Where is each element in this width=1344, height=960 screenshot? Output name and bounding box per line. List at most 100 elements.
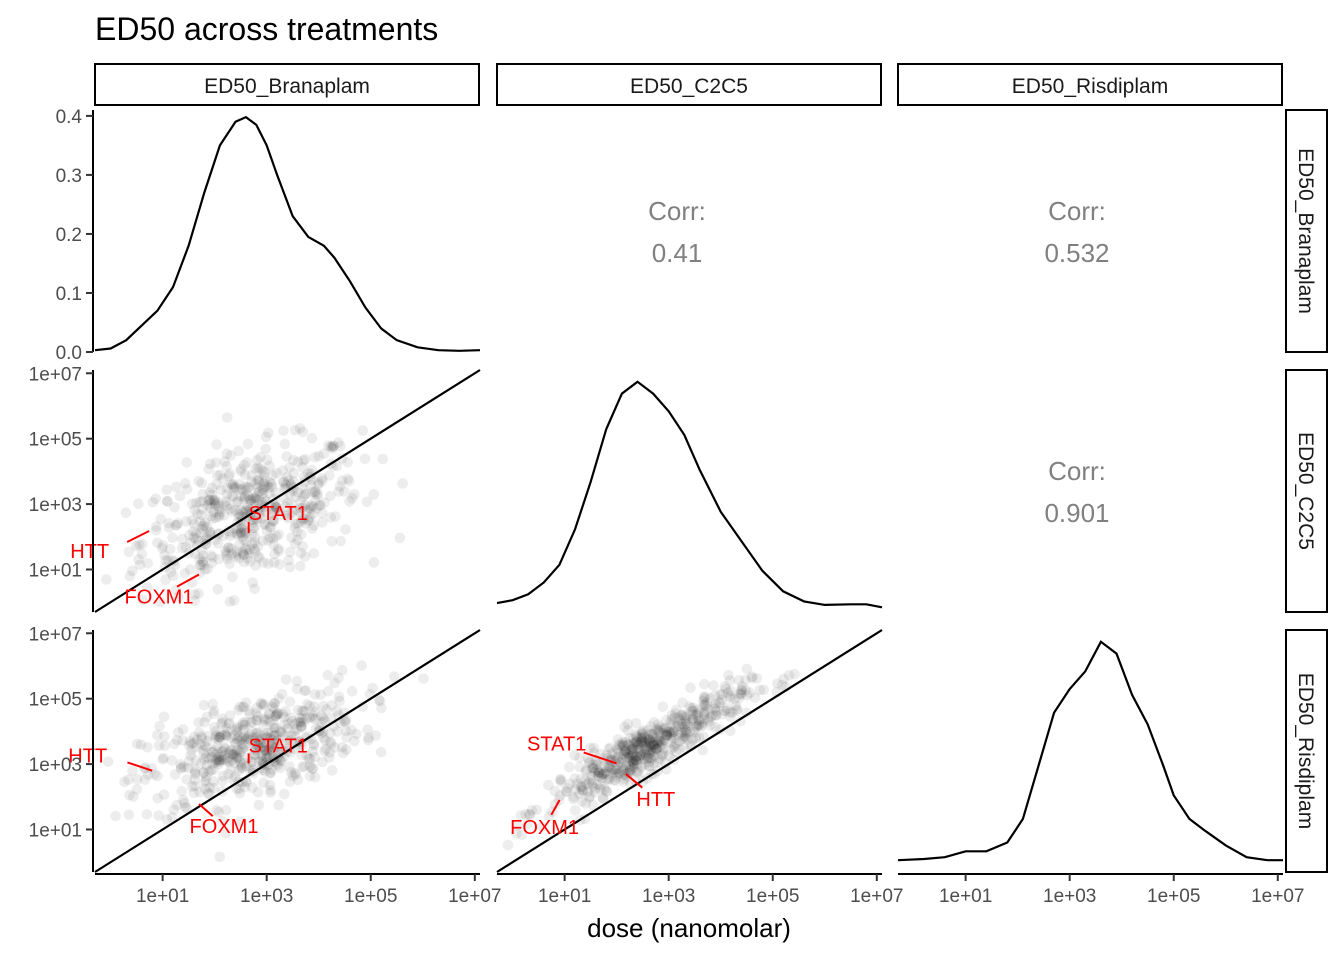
data-point xyxy=(690,732,701,744)
data-point xyxy=(657,701,669,713)
y-tick-label: 0.0 xyxy=(56,343,82,364)
data-point xyxy=(668,726,679,738)
data-point xyxy=(189,504,200,516)
data-point xyxy=(729,693,740,705)
row-strip-3: ED50_Risdiplam xyxy=(1285,629,1328,873)
data-point xyxy=(311,489,323,501)
data-point xyxy=(232,721,243,733)
data-point xyxy=(318,700,329,712)
data-point xyxy=(284,508,296,520)
data-point xyxy=(285,766,297,778)
data-point xyxy=(283,554,294,566)
gene-label: STAT1 xyxy=(249,735,308,757)
data-point xyxy=(262,727,274,739)
data-point xyxy=(208,705,220,717)
data-point xyxy=(158,711,170,723)
data-point xyxy=(331,705,343,717)
data-point xyxy=(207,746,219,758)
data-point xyxy=(584,756,595,767)
data-point xyxy=(200,751,212,763)
data-point xyxy=(660,722,672,734)
data-point xyxy=(611,771,622,783)
data-point xyxy=(593,770,604,782)
data-point xyxy=(502,839,514,851)
data-point xyxy=(288,454,299,466)
data-point xyxy=(324,470,335,481)
data-point xyxy=(178,761,190,773)
data-point xyxy=(188,787,200,799)
data-point xyxy=(337,664,348,676)
data-point xyxy=(223,525,234,537)
data-point xyxy=(268,722,280,734)
data-point xyxy=(264,779,276,791)
data-point xyxy=(290,504,302,516)
data-point xyxy=(296,722,307,733)
data-point xyxy=(198,520,210,531)
data-point xyxy=(240,543,251,554)
data-point xyxy=(725,711,736,723)
data-point xyxy=(264,522,276,533)
data-point xyxy=(637,729,648,740)
data-point xyxy=(286,532,297,543)
data-point xyxy=(302,699,313,710)
data-point xyxy=(524,808,535,820)
data-point xyxy=(299,551,311,562)
data-point xyxy=(203,495,215,507)
data-point xyxy=(618,776,629,787)
data-point xyxy=(231,744,243,756)
data-point xyxy=(272,708,284,720)
data-point xyxy=(220,805,232,816)
data-point xyxy=(297,462,308,473)
data-point xyxy=(269,548,280,560)
data-point xyxy=(244,544,256,555)
data-point xyxy=(616,765,628,777)
data-point xyxy=(297,761,308,772)
data-point xyxy=(632,739,644,751)
data-point xyxy=(195,758,207,769)
data-point xyxy=(632,739,644,751)
data-point xyxy=(650,743,662,755)
data-point xyxy=(295,502,306,514)
data-point xyxy=(588,762,599,774)
data-point xyxy=(204,526,216,538)
data-point xyxy=(262,714,274,725)
data-point xyxy=(257,741,269,753)
data-point xyxy=(337,742,348,753)
data-point xyxy=(307,746,319,757)
data-point xyxy=(735,689,747,700)
data-point xyxy=(328,441,339,452)
data-point xyxy=(630,754,642,766)
data-point xyxy=(613,739,625,750)
data-point xyxy=(622,748,633,760)
data-point xyxy=(618,769,630,781)
x-tick-label: 1e+03 xyxy=(1043,886,1096,907)
data-point xyxy=(208,722,220,733)
data-point xyxy=(215,732,226,743)
data-point xyxy=(240,697,252,708)
data-point xyxy=(635,736,646,748)
data-point xyxy=(189,764,200,775)
data-point xyxy=(637,728,648,739)
data-point xyxy=(654,721,666,733)
data-point xyxy=(301,750,313,761)
data-point xyxy=(695,721,707,733)
data-point xyxy=(254,485,265,497)
data-point xyxy=(516,829,528,841)
data-point xyxy=(238,549,249,561)
data-point xyxy=(591,759,602,770)
data-point xyxy=(634,733,646,744)
data-point xyxy=(238,506,249,517)
data-point xyxy=(577,785,589,797)
data-point xyxy=(649,739,660,750)
data-point xyxy=(235,466,247,477)
data-point xyxy=(357,425,369,436)
data-point xyxy=(279,438,291,450)
data-point xyxy=(669,740,680,751)
data-point xyxy=(266,478,278,490)
data-point xyxy=(262,752,274,763)
data-point xyxy=(282,512,294,524)
data-point xyxy=(341,744,352,755)
data-point xyxy=(312,488,324,500)
data-point xyxy=(633,744,644,756)
data-point xyxy=(194,527,206,538)
